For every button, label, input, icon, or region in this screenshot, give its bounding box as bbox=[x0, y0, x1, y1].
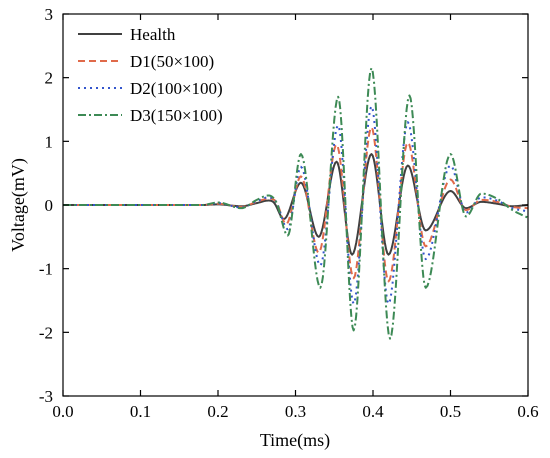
series-line-4 bbox=[63, 67, 528, 340]
x-tick-label: 0.0 bbox=[52, 402, 73, 421]
y-tick-label: 3 bbox=[45, 5, 54, 24]
legend-label: D1(50×100) bbox=[130, 52, 214, 71]
legend-label: D3(150×100) bbox=[130, 106, 223, 125]
y-tick-label: 1 bbox=[45, 132, 54, 151]
x-tick-label: 0.4 bbox=[362, 402, 384, 421]
series-layer bbox=[63, 67, 528, 340]
x-axis-label: Time(ms) bbox=[260, 430, 330, 451]
y-tick-label: -3 bbox=[39, 387, 53, 406]
tick-labels-layer: 0.0 0.1 0.2 0.3 0.4 0.5 0.6 -3 -2 -1 0 1 2 3 bbox=[39, 5, 539, 421]
legend-item-2: D1(50×100) bbox=[78, 52, 214, 71]
legend-item-3: D2(100×100) bbox=[78, 79, 223, 98]
legend-item-1: Health bbox=[78, 25, 176, 44]
legend: Health D1(50×100) D2(100×100) D3(150×100) bbox=[78, 25, 223, 125]
x-tick-label: 0.2 bbox=[207, 402, 228, 421]
y-tick-label: 0 bbox=[45, 196, 54, 215]
x-tick-label: 0.5 bbox=[440, 402, 461, 421]
y-tick-label: 2 bbox=[45, 69, 54, 88]
ticks-layer bbox=[62, 13, 529, 397]
legend-label: D2(100×100) bbox=[130, 79, 223, 98]
x-tick-label: 0.3 bbox=[285, 402, 306, 421]
x-tick-label: 0.1 bbox=[130, 402, 151, 421]
legend-label: Health bbox=[130, 25, 176, 44]
x-tick-label: 0.6 bbox=[517, 402, 538, 421]
legend-item-4: D3(150×100) bbox=[78, 106, 223, 125]
y-tick-label: -1 bbox=[39, 260, 53, 279]
series-line-2 bbox=[63, 126, 528, 283]
y-tick-label: -2 bbox=[39, 323, 53, 342]
y-axis-label: Voltage(mV) bbox=[8, 158, 29, 252]
